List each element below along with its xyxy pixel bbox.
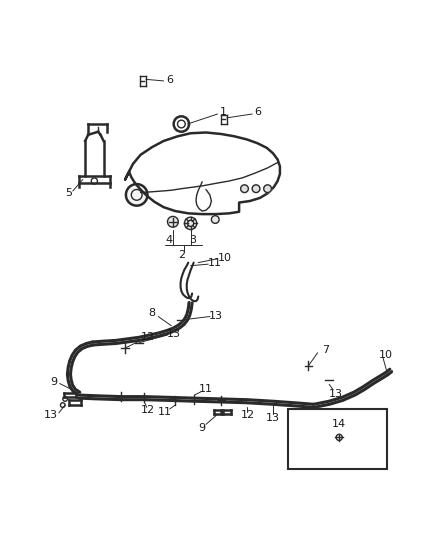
Text: 10: 10	[378, 350, 392, 360]
Text: 14: 14	[332, 419, 346, 429]
Text: 13: 13	[328, 389, 343, 399]
Text: 7: 7	[322, 345, 329, 354]
Text: 4: 4	[166, 235, 173, 245]
Text: 11: 11	[199, 384, 213, 394]
Text: 6: 6	[166, 75, 173, 85]
Circle shape	[240, 185, 248, 192]
Circle shape	[126, 184, 148, 206]
Text: 13: 13	[166, 329, 180, 339]
Text: 11: 11	[208, 259, 222, 269]
Text: 3: 3	[189, 235, 196, 245]
Circle shape	[184, 217, 197, 230]
Text: 1: 1	[220, 108, 227, 117]
Circle shape	[252, 185, 260, 192]
Text: 5: 5	[65, 188, 72, 198]
Circle shape	[212, 216, 219, 223]
Bar	[288, 409, 387, 469]
Text: 8: 8	[148, 309, 155, 318]
Text: 12: 12	[241, 410, 255, 420]
Text: 6: 6	[254, 108, 261, 117]
Text: 13: 13	[209, 311, 223, 321]
Text: 13: 13	[266, 413, 280, 423]
Text: 13: 13	[43, 410, 57, 420]
Text: 2: 2	[178, 250, 185, 260]
Text: 9: 9	[198, 423, 206, 433]
Text: 10: 10	[218, 253, 232, 263]
Circle shape	[264, 185, 272, 192]
Text: 12: 12	[141, 406, 155, 415]
Text: 9: 9	[50, 377, 57, 387]
Circle shape	[167, 216, 178, 227]
Text: 11: 11	[158, 407, 172, 417]
Text: (DRUM): (DRUM)	[316, 455, 359, 465]
Text: 12: 12	[141, 332, 155, 342]
